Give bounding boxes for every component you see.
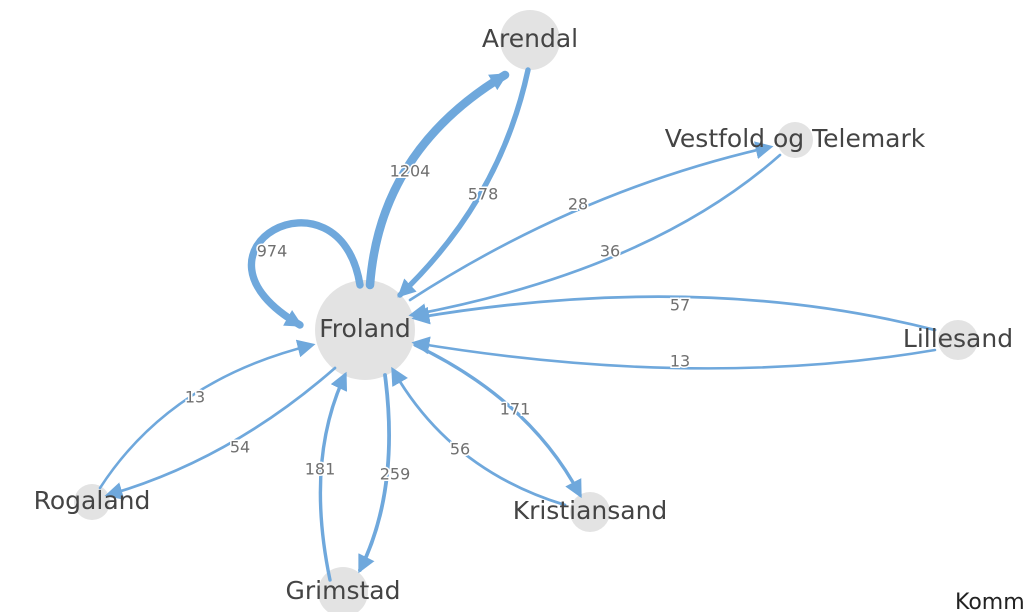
edge bbox=[397, 67, 531, 298]
node-label: Rogaland bbox=[34, 486, 151, 515]
edge bbox=[247, 219, 364, 329]
node-label: Grimstad bbox=[286, 576, 401, 605]
node-label: Lillesand bbox=[903, 324, 1013, 353]
labels: Froland Arendal Vestfold og Telemark Lilles… bbox=[34, 24, 1013, 605]
edge-label: 181 bbox=[305, 460, 336, 479]
edge bbox=[408, 153, 782, 322]
edges bbox=[98, 67, 937, 582]
edge bbox=[408, 141, 774, 302]
edge-label: 578 bbox=[468, 185, 499, 204]
edge bbox=[318, 371, 348, 582]
node-label: Kristiansand bbox=[513, 496, 668, 525]
edge-label: 171 bbox=[500, 400, 531, 419]
edge-label: 36 bbox=[600, 242, 620, 261]
node bbox=[777, 122, 813, 158]
edge-label: 974 bbox=[257, 242, 288, 261]
edge bbox=[98, 339, 316, 490]
edge-label: 13 bbox=[185, 388, 205, 407]
node bbox=[938, 320, 978, 360]
footer-text: Komm bbox=[955, 590, 1025, 612]
edge-label: 259 bbox=[380, 465, 411, 484]
edge-label: 56 bbox=[450, 440, 470, 459]
node-label: Froland bbox=[319, 314, 411, 343]
edge bbox=[411, 336, 937, 370]
edge bbox=[391, 366, 567, 507]
node bbox=[74, 484, 110, 520]
edge bbox=[411, 295, 937, 332]
edge bbox=[358, 373, 391, 574]
edge-label: 13 bbox=[670, 352, 690, 371]
edge-label: 57 bbox=[670, 296, 690, 315]
edge-label: 54 bbox=[230, 438, 250, 457]
edge bbox=[104, 366, 337, 500]
node bbox=[315, 280, 415, 380]
edge-label: 28 bbox=[568, 195, 588, 214]
edge-label: 1204 bbox=[390, 162, 431, 181]
edge bbox=[413, 343, 582, 499]
nodes bbox=[74, 10, 978, 612]
node-label: Arendal bbox=[482, 24, 578, 53]
node-label: Vestfold og Telemark bbox=[665, 124, 926, 153]
node bbox=[570, 492, 610, 532]
node bbox=[500, 10, 560, 70]
edge bbox=[365, 70, 510, 290]
